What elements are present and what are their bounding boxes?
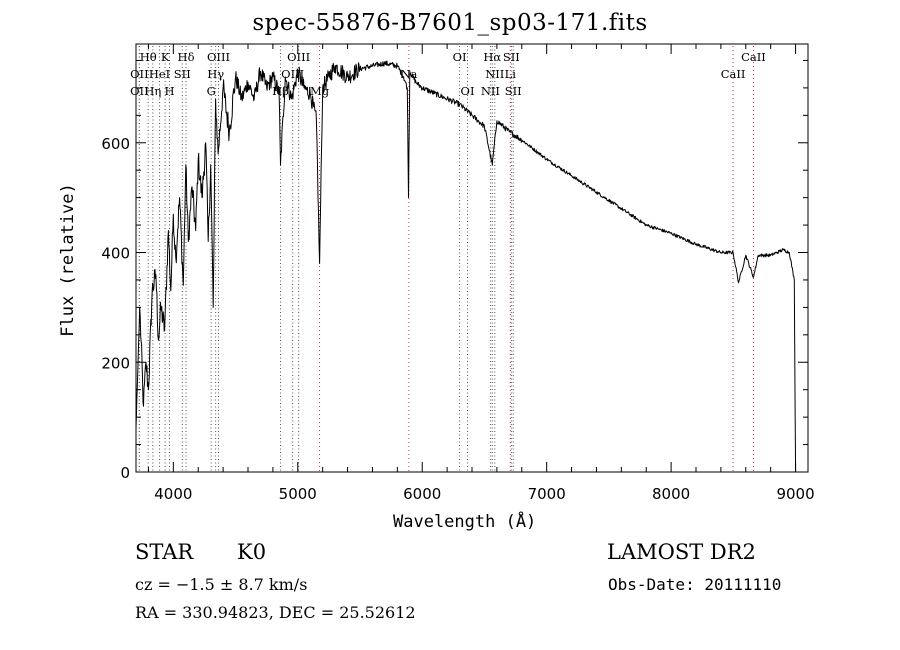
line-label-24: SII [505,84,522,98]
line-label-2: Hδ [178,50,195,64]
spectrum-series [135,60,797,473]
line-label-14: Hβ [272,84,289,98]
y-axis-label: Flux (relative) [58,183,78,337]
line-label-15: Mg [310,84,330,98]
line-label-8: H [164,84,174,98]
line-label-10: Hγ [207,67,224,81]
y-tick-label: 600 [101,135,130,153]
x-tick-label: 8000 [652,485,690,503]
survey-name: LAMOST DR2 [607,540,756,564]
line-label-25: CaII [741,50,766,64]
line-label-16: Na [400,67,417,81]
line-label-22: Li [505,67,517,81]
line-label-5: SII [174,67,191,81]
redshift-readout: cz = −1.5 ± 8.7 km/s [135,575,308,594]
line-label-11: G [207,84,216,98]
line-label-3: OII [130,67,149,81]
plot-frame [135,43,809,473]
x-tick-label: 7000 [528,485,566,503]
object-subclass: K0 [237,540,267,564]
line-label-18: OI [461,84,475,98]
object-class: STAR [135,540,194,564]
x-axis-label: Wavelength (Å) [393,512,537,532]
y-tick-label: 200 [101,354,130,372]
line-label-17: OI [453,50,467,64]
line-label-26: CaII [721,67,746,81]
line-label-1: K [161,50,170,64]
line-label-13: OIII [281,67,304,81]
x-tick-label: 9000 [776,485,814,503]
obs-date: Obs-Date: 20111110 [608,575,782,594]
x-tick-label: 5000 [279,485,317,503]
line-label-4: HeI [149,67,170,81]
line-label-21: NII [485,67,504,81]
line-label-9: OIII [207,50,230,64]
x-tick-label: 4000 [154,485,192,503]
line-label-6: OII [130,84,149,98]
y-tick-label: 400 [101,245,130,263]
line-label-23: NII [481,84,500,98]
line-label-20: SII [503,50,520,64]
line-label-12: OIII [287,50,310,64]
coordinates: RA = 330.94823, DEC = 25.52612 [135,603,416,622]
y-tick-label: 0 [120,464,130,482]
x-tick-label: 6000 [403,485,441,503]
line-label-0: Hθ [140,50,157,64]
line-label-7: Hη [144,84,161,98]
chart-title: spec-55876-B7601_sp03-171.fits [252,10,648,36]
line-label-19: Hα [483,50,501,64]
